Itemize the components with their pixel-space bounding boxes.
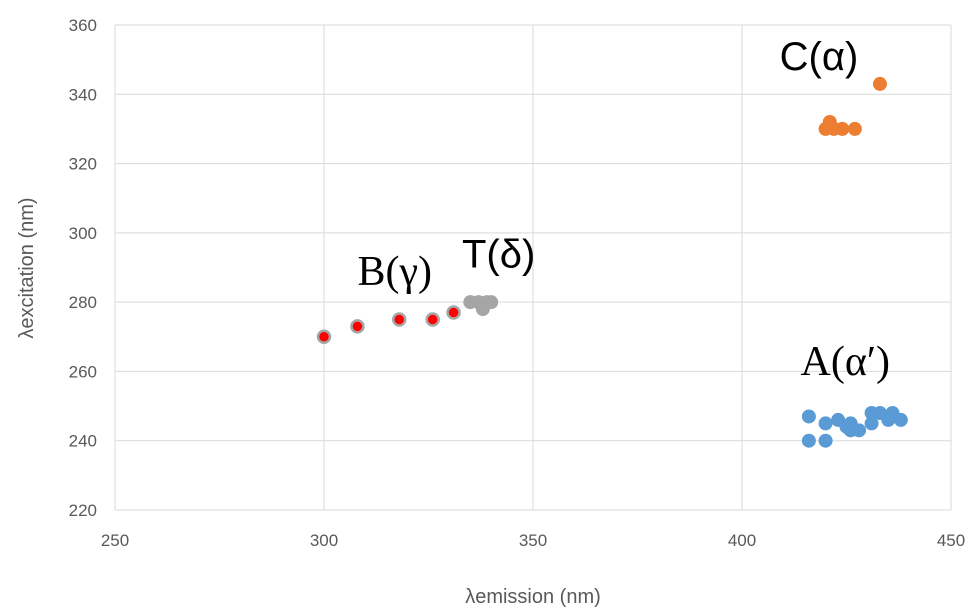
data-point — [872, 76, 887, 91]
data-point — [316, 329, 332, 345]
series-2 — [818, 76, 887, 136]
data-point — [852, 423, 867, 438]
x-tick-label: 250 — [101, 531, 129, 550]
x-tick-label: 450 — [937, 531, 965, 550]
data-point — [864, 416, 879, 431]
data-point — [818, 433, 833, 448]
data-point — [835, 121, 850, 136]
series-0 — [316, 305, 461, 345]
series-annotation: B(γ) — [357, 249, 432, 295]
x-tick-label: 400 — [728, 531, 756, 550]
data-point — [818, 416, 833, 431]
data-point — [350, 319, 365, 334]
y-tick-label: 240 — [69, 432, 97, 451]
y-tick-label: 360 — [69, 16, 97, 35]
series-3 — [801, 406, 908, 448]
y-axis-title: λexcitation (nm) — [16, 197, 38, 338]
series-annotations: B(γ) T(δ) C(α) A(α′) — [357, 35, 890, 385]
y-tick-label: 320 — [69, 155, 97, 174]
data-point — [893, 412, 908, 427]
y-tick-label: 220 — [69, 501, 97, 520]
y-tick-label: 300 — [69, 224, 97, 243]
data-points — [316, 76, 908, 448]
data-point — [446, 305, 461, 320]
series-annotation: T(δ) — [462, 233, 535, 277]
y-tick-label: 280 — [69, 293, 97, 312]
y-tick-label: 340 — [69, 85, 97, 104]
grid-lines — [114, 24, 952, 511]
series-annotation: C(α) — [780, 35, 859, 79]
data-point — [801, 433, 816, 448]
data-point — [484, 295, 499, 310]
y-axis-ticks: 220 240 260 280 300 320 340 360 — [69, 16, 97, 520]
y-tick-label: 260 — [69, 362, 97, 381]
x-axis-ticks: 250 300 350 400 450 — [101, 531, 965, 550]
x-tick-label: 350 — [519, 531, 547, 550]
data-point — [847, 121, 862, 136]
data-point — [801, 409, 816, 424]
data-point — [425, 312, 440, 327]
series-1 — [463, 295, 499, 317]
x-tick-label: 300 — [310, 531, 338, 550]
series-annotation: A(α′) — [801, 339, 891, 385]
data-point — [391, 312, 407, 327]
x-axis-title: λemission (nm) — [465, 586, 601, 608]
